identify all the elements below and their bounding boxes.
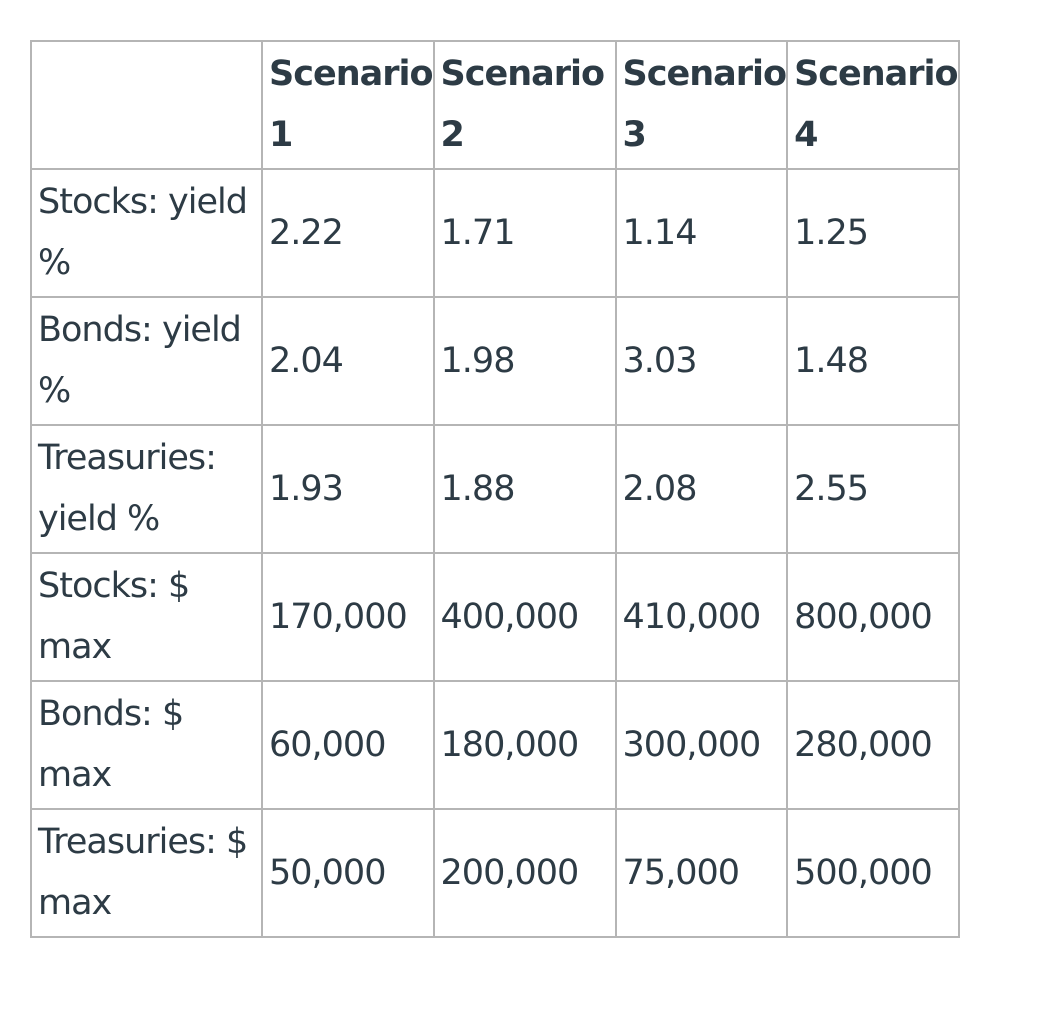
table-cell: 1.71 (432, 168, 617, 298)
table-row-stocks-yield: Stocks: yield % 2.22 1.71 1.14 1.25 (30, 168, 960, 298)
table-cell: 500,000 (786, 808, 960, 938)
table-cell: 800,000 (786, 552, 960, 682)
table-row-bonds-max: Bonds: $ max 60,000 180,000 300,000 280,… (30, 680, 960, 810)
table-cell: 1.14 (614, 168, 789, 298)
header-scenario-3: Scenario 3 (614, 40, 789, 170)
table-cell: 1.48 (786, 296, 960, 426)
table-cell: 300,000 (614, 680, 789, 810)
table-cell: 1.25 (786, 168, 960, 298)
table-cell: 400,000 (432, 552, 617, 682)
row-label: Bonds: $ max (30, 680, 263, 810)
table-cell: 280,000 (786, 680, 960, 810)
row-label: Stocks: $ max (30, 552, 263, 682)
table-cell: 2.55 (786, 424, 960, 554)
table-cell: 1.98 (432, 296, 617, 426)
table-cell: 1.93 (261, 424, 435, 554)
table-cell: 50,000 (261, 808, 435, 938)
row-label: Treasuries: $ max (30, 808, 263, 938)
row-label: Stocks: yield % (30, 168, 263, 298)
table-cell: 410,000 (614, 552, 789, 682)
table-cell: 60,000 (261, 680, 435, 810)
table-cell: 170,000 (261, 552, 435, 682)
table-cell: 75,000 (614, 808, 789, 938)
table-row-bonds-yield: Bonds: yield % 2.04 1.98 3.03 1.48 (30, 296, 960, 426)
table-cell: 3.03 (614, 296, 789, 426)
header-scenario-1: Scenario 1 (261, 40, 435, 170)
header-scenario-2: Scenario 2 (432, 40, 617, 170)
scenario-table: Scenario 1 Scenario 2 Scenario 3 Scenari… (30, 40, 960, 938)
row-label: Treasuries: yield % (30, 424, 263, 554)
table-row-treasuries-yield: Treasuries: yield % 1.93 1.88 2.08 2.55 (30, 424, 960, 554)
row-label: Bonds: yield % (30, 296, 263, 426)
table-cell: 200,000 (432, 808, 617, 938)
table-row-treasuries-max: Treasuries: $ max 50,000 200,000 75,000 … (30, 808, 960, 938)
table-cell: 1.88 (432, 424, 617, 554)
table-cell: 2.04 (261, 296, 435, 426)
header-row: Scenario 1 Scenario 2 Scenario 3 Scenari… (30, 40, 960, 170)
header-scenario-4: Scenario 4 (786, 40, 960, 170)
table-cell: 180,000 (432, 680, 617, 810)
table-cell: 2.08 (614, 424, 789, 554)
table-row-stocks-max: Stocks: $ max 170,000 400,000 410,000 80… (30, 552, 960, 682)
table-cell: 2.22 (261, 168, 435, 298)
corner-cell (30, 40, 263, 170)
